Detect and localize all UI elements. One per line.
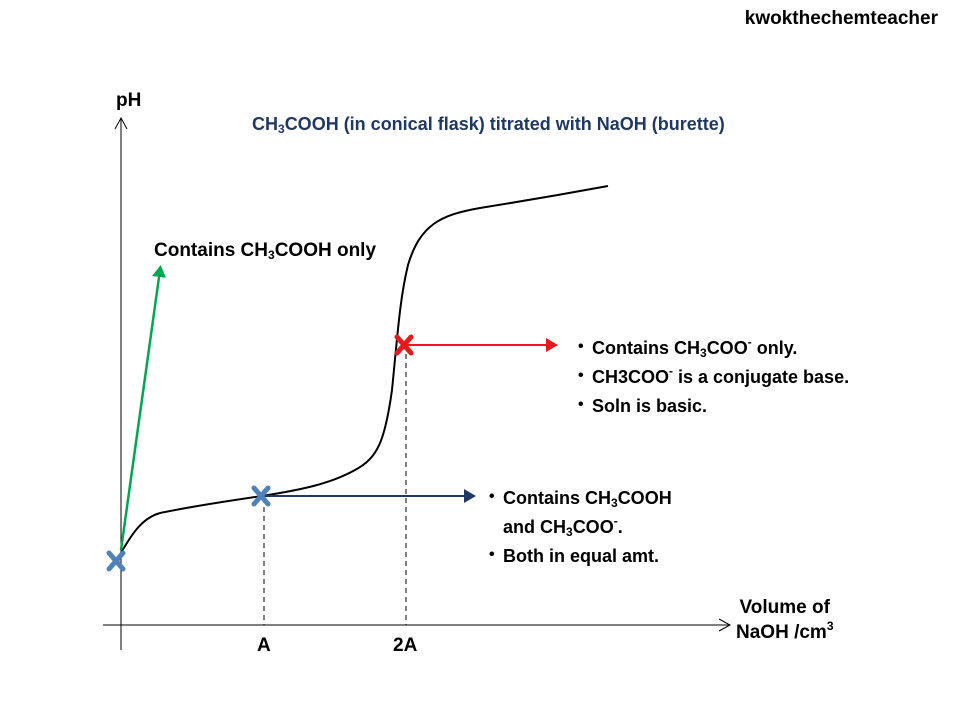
equivalence-line-2: CH3COO- is a conjugate base. <box>578 363 849 392</box>
half-equivalence-line-3: Both in equal amt. <box>489 542 672 571</box>
equivalence-line-3: Soln is basic. <box>578 392 849 421</box>
x-axis-label: Volume of NaOH /cm3 <box>736 597 834 643</box>
titration-curve <box>115 185 609 563</box>
half-equivalence-annotation: Contains CH3COOH and CH3COO-. Both in eq… <box>489 484 672 570</box>
half-equivalence-cross-marker <box>251 485 271 507</box>
y-axis-label: pH <box>116 90 142 111</box>
start-annotation: Contains CH3COOH only <box>154 240 377 262</box>
equivalence-line-1: Contains CH3COO- only. <box>578 334 849 363</box>
diagram-title: CH3COOH (in conical flask) titrated with… <box>252 114 725 136</box>
equivalence-cross-marker <box>394 334 414 356</box>
equivalence-annotation: Contains CH3COO- only. CH3COO- is a conj… <box>578 334 849 420</box>
arrow-start <box>119 265 166 551</box>
tick-label-2a: 2A <box>393 635 418 656</box>
half-equivalence-line-1: Contains CH3COOH <box>489 484 672 513</box>
start-cross-marker <box>106 550 126 572</box>
half-equivalence-line-2: and CH3COO-. <box>503 513 623 539</box>
credit-text: kwokthechemteacher <box>744 8 938 29</box>
tick-label-a: A <box>257 635 271 656</box>
